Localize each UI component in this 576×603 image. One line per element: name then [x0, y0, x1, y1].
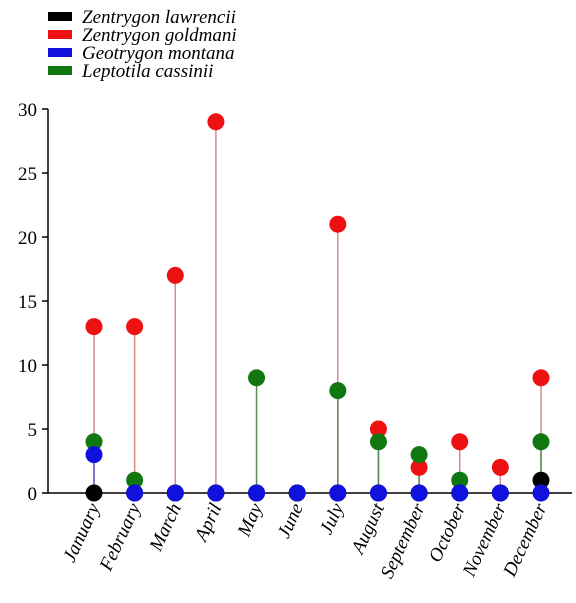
data-point	[410, 458, 428, 476]
y-tick-label: 0	[28, 484, 38, 505]
points	[85, 113, 550, 502]
legend-label: Geotrygon montana	[82, 43, 235, 64]
data-point	[248, 369, 266, 387]
y-tick-label: 25	[18, 164, 37, 185]
legend-label: Leptotila cassinii	[81, 61, 213, 82]
y-tick-label: 15	[18, 292, 37, 313]
data-point	[207, 484, 225, 502]
data-point	[369, 484, 387, 502]
x-tick-label: January	[59, 500, 105, 566]
data-point	[166, 484, 184, 502]
x-tick-label: October	[425, 500, 471, 566]
data-point	[207, 113, 225, 131]
data-point	[451, 484, 469, 502]
x-tick-label: June	[274, 500, 308, 541]
data-point	[532, 471, 550, 489]
legend-swatch	[48, 12, 72, 21]
data-point	[85, 446, 103, 464]
data-point	[532, 484, 550, 502]
legend-label: Zentrygon goldmani	[82, 25, 237, 46]
x-tick-label: May	[233, 500, 267, 541]
stems	[93, 121, 542, 493]
data-point	[369, 433, 387, 451]
y-tick-label: 5	[28, 420, 38, 441]
data-point	[532, 369, 550, 387]
legend-swatch	[48, 66, 72, 75]
data-point	[329, 484, 347, 502]
data-point	[126, 318, 144, 336]
data-point	[451, 433, 469, 451]
data-point	[288, 484, 306, 502]
x-tick-label: August	[347, 500, 389, 559]
legend-label: Zentrygon lawrencii	[82, 7, 236, 28]
data-point	[491, 484, 509, 502]
data-point	[369, 420, 387, 438]
data-point	[85, 318, 103, 336]
data-point	[126, 471, 144, 489]
x-tick-label: July	[316, 500, 349, 538]
y-tick-label: 10	[18, 356, 37, 377]
data-point	[166, 266, 184, 284]
data-point	[410, 484, 428, 502]
y-tick-label: 30	[18, 100, 37, 121]
data-point	[248, 484, 266, 502]
axes	[47, 109, 572, 494]
legend-swatch	[48, 30, 72, 39]
y-ticks: 0 5 10 15 20 25 30	[18, 100, 48, 505]
data-point	[451, 471, 469, 489]
data-point	[85, 433, 103, 451]
data-point	[85, 484, 103, 502]
x-tick-label: April	[190, 500, 226, 546]
data-point	[410, 446, 428, 464]
data-point	[532, 433, 550, 451]
x-tick-label: March	[145, 500, 186, 555]
y-tick-label: 20	[18, 228, 37, 249]
data-point	[329, 382, 347, 400]
legend-swatch	[48, 48, 72, 57]
data-point	[491, 458, 509, 476]
data-point	[126, 484, 144, 502]
data-point	[329, 215, 347, 233]
